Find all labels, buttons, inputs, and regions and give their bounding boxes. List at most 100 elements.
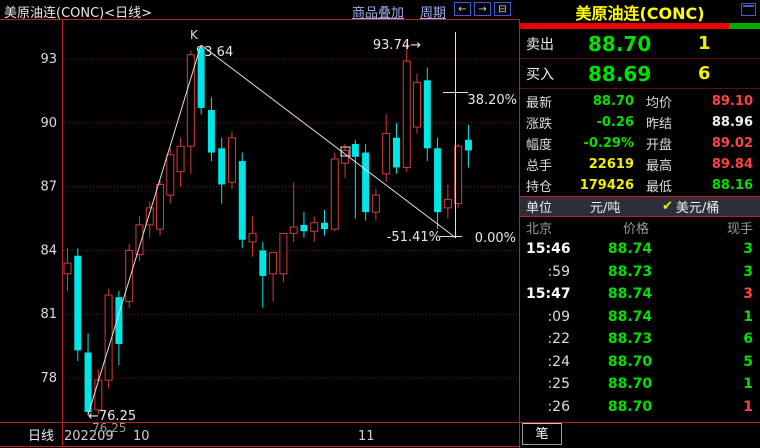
- tick-time: :22: [547, 331, 570, 348]
- bid-price[interactable]: 88.69: [588, 61, 652, 86]
- stat-value: 89.02: [711, 136, 753, 151]
- stat-value: 22619: [588, 157, 634, 172]
- instrument-title: 美原油连(CONC)<日线>: [4, 6, 153, 21]
- restore-window-icon[interactable]: [741, 3, 756, 16]
- svg-text:84: 84: [40, 243, 57, 258]
- tick-price: 88.74: [607, 241, 653, 258]
- tick-volume: 6: [743, 331, 753, 348]
- quote-panel: 美原油连(CONC) 卖出 88.70 1 买入 88.69 6 最新 88.7…: [520, 0, 760, 448]
- svg-text:0.00%: 0.00%: [475, 231, 516, 246]
- stat-row: 最新 88.70 均价 89.10: [520, 91, 760, 112]
- split-window-icon[interactable]: ⊟: [494, 2, 511, 16]
- panel-bottom-bar: 笔: [520, 422, 760, 448]
- tick-row: 15:47 88.74 3: [520, 283, 760, 306]
- menu-commodity-overlay[interactable]: 商品叠加: [352, 6, 405, 21]
- stat-label: 最低: [646, 180, 673, 195]
- tick-time: :09: [547, 308, 570, 325]
- bid-label: 买入: [526, 66, 554, 83]
- svg-text:76.25: 76.25: [92, 421, 126, 435]
- tick-volume: 1: [743, 398, 753, 415]
- tick-table-header: 北京 价格 现手: [520, 217, 760, 238]
- tick-volume: 1: [743, 376, 753, 393]
- stat-label: 持仓: [526, 180, 553, 195]
- svg-text:90: 90: [40, 116, 57, 131]
- tick-time: 15:47: [526, 286, 571, 303]
- stat-value: 88.70: [592, 94, 634, 109]
- stat-label: 最新: [526, 96, 553, 111]
- svg-text:81: 81: [40, 307, 57, 322]
- tick-price: 88.74: [607, 286, 653, 303]
- tick-price: 88.70: [607, 376, 653, 393]
- svg-text:←76.25: ←76.25: [88, 409, 136, 424]
- sell-ratio-segment: [520, 23, 729, 29]
- stat-row: 持仓 179426 最低 88.16: [520, 175, 760, 196]
- tick-volume: 3: [743, 263, 753, 280]
- chart-header: 美原油连(CONC)<日线> 商品叠加 周期 ← → ⊟: [0, 0, 520, 21]
- stat-label: 开盘: [646, 138, 673, 153]
- stats-grid: 最新 88.70 均价 89.10 涨跌 -0.26 昨结 88.96 幅度 -…: [520, 89, 760, 196]
- svg-text:93: 93: [40, 52, 57, 67]
- svg-text:-51.41%: -51.41%: [387, 230, 441, 245]
- bid-row: 买入 88.69 6: [520, 59, 760, 89]
- tick-row: :24 88.70 5: [520, 351, 760, 374]
- tick-row: :09 88.74 1: [520, 306, 760, 329]
- svg-text:11: 11: [358, 429, 375, 444]
- stat-row: 幅度 -0.29% 开盘 89.02: [520, 133, 760, 154]
- tick-header-volume: 现手: [726, 222, 753, 237]
- buy-sell-ratio-bar: [520, 23, 760, 29]
- stat-value: -0.26: [596, 115, 634, 130]
- svg-text:K: K: [190, 28, 199, 42]
- stat-label: 幅度: [526, 138, 553, 153]
- menu-period[interactable]: 周期: [420, 6, 447, 21]
- svg-text:93.74→: 93.74→: [373, 38, 421, 53]
- svg-text:78: 78: [40, 371, 57, 386]
- tab-tick-by-tick[interactable]: 笔: [522, 423, 562, 445]
- bid-quantity[interactable]: 6: [698, 63, 711, 84]
- svg-text:10: 10: [133, 429, 150, 444]
- tick-price: 88.73: [607, 263, 653, 280]
- quote-instrument-title: 美原油连(CONC): [575, 3, 705, 23]
- tick-header-price: 价格: [622, 222, 649, 237]
- tick-time: :24: [547, 353, 570, 370]
- tick-price: 88.73: [607, 331, 653, 348]
- back-arrow-icon[interactable]: ←: [454, 2, 471, 16]
- buy-ratio-segment: [728, 23, 760, 29]
- unit-option-yuan-ton[interactable]: 元/吨: [590, 201, 621, 216]
- stat-label: 最高: [646, 159, 673, 174]
- tick-row: :25 88.70 1: [520, 373, 760, 396]
- tick-time: :59: [547, 263, 570, 280]
- stat-value: 88.96: [711, 115, 753, 130]
- stat-label: 昨结: [646, 117, 673, 132]
- tick-row: :59 88.73 3: [520, 261, 760, 284]
- svg-text:202209: 202209: [64, 429, 114, 444]
- tick-table: 15:46 88.74 3 :59 88.73 3 15:47 88.74 3 …: [520, 238, 760, 418]
- tick-price: 88.74: [607, 308, 653, 325]
- forward-arrow-icon[interactable]: →: [474, 2, 491, 16]
- tick-volume: 3: [743, 241, 753, 258]
- ask-price[interactable]: 88.70: [588, 31, 652, 56]
- tick-volume: 1: [743, 308, 753, 325]
- tick-time: 15:46: [526, 241, 571, 258]
- tick-row: :22 88.73 6: [520, 328, 760, 351]
- tick-price: 88.70: [607, 353, 653, 370]
- ask-row: 卖出 88.70 1: [520, 29, 760, 59]
- tick-price: 88.70: [607, 398, 653, 415]
- tick-time: :26: [547, 398, 570, 415]
- stat-value: -0.29%: [583, 136, 635, 151]
- tick-volume: 3: [743, 286, 753, 303]
- check-icon: ✔: [662, 199, 673, 214]
- tick-volume: 5: [743, 353, 753, 370]
- svg-text:87: 87: [40, 180, 57, 195]
- ask-quantity[interactable]: 1: [698, 33, 711, 54]
- stat-row: 涨跌 -0.26 昨结 88.96: [520, 112, 760, 133]
- stat-row: 总手 22619 最高 89.84: [520, 154, 760, 175]
- stat-value: 179426: [579, 178, 634, 193]
- stat-label: 总手: [526, 159, 553, 174]
- stat-label: 涨跌: [526, 117, 553, 132]
- svg-text:日线: 日线: [28, 429, 54, 444]
- unit-row: 单位 元/吨 ✔ 美元/桶: [520, 196, 760, 217]
- stat-value: 88.16: [711, 178, 753, 193]
- unit-option-usd-barrel[interactable]: 美元/桶: [675, 201, 720, 216]
